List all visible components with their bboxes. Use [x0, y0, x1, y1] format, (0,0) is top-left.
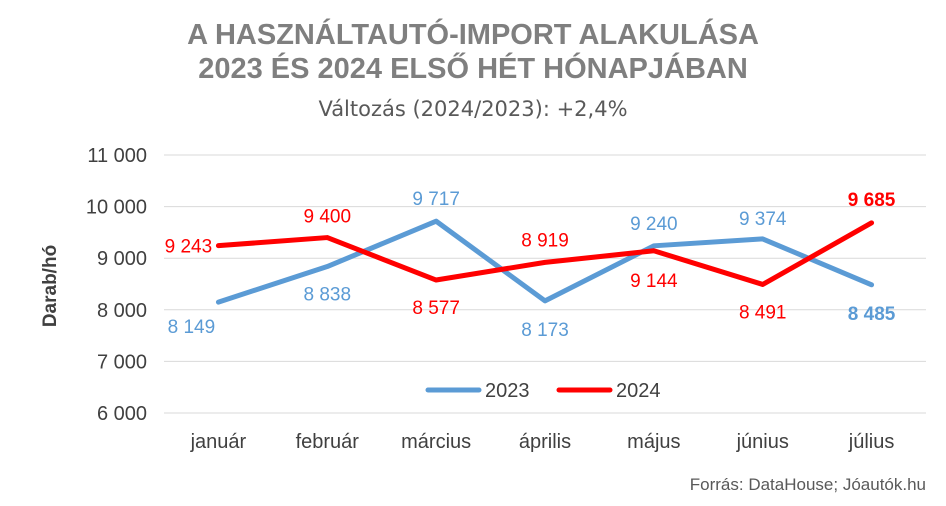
legend-label-2023: 2023	[485, 380, 530, 402]
y-tick-label: 7 000	[97, 351, 147, 373]
data-label: 9 144	[630, 271, 678, 292]
data-label: 9 374	[739, 209, 787, 230]
legend-label-2024: 2024	[616, 380, 661, 402]
y-tick-label: 10 000	[86, 197, 147, 219]
data-label: 8 577	[412, 298, 460, 319]
x-axis-ticks: január február március április május június jú…	[190, 431, 895, 453]
data-label: 8 485	[848, 304, 896, 325]
data-label: 9 685	[848, 190, 896, 211]
x-tick-label: június	[736, 431, 789, 453]
data-label: 9 717	[412, 189, 460, 210]
x-tick-label: január	[190, 431, 247, 453]
x-tick-label: március	[401, 431, 471, 453]
data-label: 8 173	[521, 320, 569, 341]
data-label: 8 491	[739, 302, 787, 323]
y-axis-ticks: 6 000 7 000 8 000 9 000 10 000 11 000	[86, 145, 147, 425]
chart-title-line-1: A HASZNÁLTAUTÓ-IMPORT ALAKULÁSA	[187, 19, 759, 51]
data-labels: 8 149 8 838 9 717 8 173 9 240 9 374 8 485 9 243…	[165, 189, 896, 341]
y-axis-label: Darab/hó	[40, 245, 61, 327]
data-label: 8 149	[168, 317, 216, 338]
chart-subtitle: Változás (2024/2023): +2,4%	[318, 97, 628, 121]
series-lines	[215, 218, 875, 305]
x-tick-label: május	[627, 431, 680, 453]
x-tick-label: április	[519, 431, 571, 453]
chart-title-line-2: 2023 ÉS 2024 ELSŐ HÉT HÓNAPJÁBAN	[198, 53, 748, 85]
data-label: 8 919	[521, 230, 569, 251]
data-label: 9 240	[630, 214, 678, 235]
data-label: 8 838	[304, 285, 352, 306]
source-note: Forrás: DataHouse; Jóautók.hu	[689, 475, 926, 494]
y-tick-label: 8 000	[97, 300, 147, 322]
data-label: 9 400	[304, 207, 352, 228]
series-line-2024	[215, 220, 875, 287]
y-tick-label: 9 000	[97, 248, 147, 270]
series-line-2023	[215, 218, 875, 305]
gridlines	[164, 154, 926, 414]
x-tick-label: július	[848, 431, 895, 453]
data-label: 9 243	[165, 237, 213, 258]
y-tick-label: 11 000	[87, 145, 147, 167]
y-tick-label: 6 000	[97, 403, 147, 425]
legend: 2023 2024	[425, 380, 661, 402]
x-tick-label: február	[296, 431, 360, 453]
